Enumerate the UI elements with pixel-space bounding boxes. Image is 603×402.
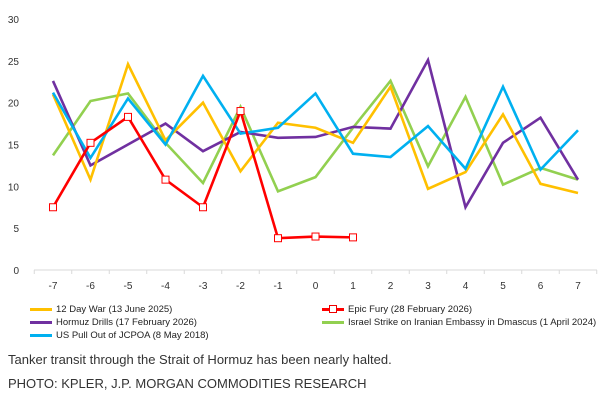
photo-credit: PHOTO: KPLER, J.P. MORGAN COMMODITIES RE… <box>8 376 367 391</box>
y-tick-label: 15 <box>8 141 20 152</box>
series-line <box>51 73 579 172</box>
data-point-marker <box>161 175 170 184</box>
x-tick-label: -5 <box>124 281 133 292</box>
series-line <box>51 107 354 240</box>
line-chart: 0 5 10 15 20 25 30 -7 -6 -5 -4 -3 -2 -1 0 1 2 3 4 5 6 7 <box>8 15 598 292</box>
x-tick-label: 0 <box>313 281 319 292</box>
data-point-marker <box>311 232 320 241</box>
x-tick-label: -1 <box>274 281 283 292</box>
image-caption: Tanker transit through the Strait of Hor… <box>8 352 392 367</box>
x-tick-label: 2 <box>388 281 394 292</box>
x-tick-label: 3 <box>425 281 431 292</box>
square-marker-icon <box>329 305 337 313</box>
legend-label: Israel Strike on Iranian Embassy in Dmas… <box>348 317 597 328</box>
x-tick-label: -3 <box>199 281 208 292</box>
x-tick-label: -6 <box>86 281 95 292</box>
x-tick-label: -7 <box>49 281 58 292</box>
x-tick-label: 5 <box>500 281 506 292</box>
legend-item-12-day-war: 12 Day War (13 June 2025) <box>30 304 172 315</box>
legend-label: Hormuz Drills (17 February 2026) <box>56 317 197 328</box>
legend-item-epic-fury: Epic Fury (28 February 2026) <box>322 304 472 315</box>
data-point-marker <box>86 138 95 147</box>
x-tick-label: -4 <box>161 281 170 292</box>
legend-swatch <box>30 334 52 337</box>
legend-item-us-pull-out: US Pull Out of JCPOA (8 May 2018) <box>30 330 209 341</box>
y-tick-label: 20 <box>8 99 20 110</box>
legend-swatch <box>322 305 344 313</box>
legend-label: US Pull Out of JCPOA (8 May 2018) <box>56 330 209 341</box>
legend-swatch <box>30 308 52 311</box>
legend-swatch <box>30 321 52 324</box>
x-tick-label: -2 <box>236 281 245 292</box>
y-tick-label: 10 <box>8 182 20 193</box>
y-tick-label: 0 <box>13 266 19 277</box>
y-tick-label: 30 <box>8 15 20 26</box>
y-tick-label: 5 <box>13 224 19 235</box>
legend-item-israel-strike: Israel Strike on Iranian Embassy in Dmas… <box>322 317 596 328</box>
series-line <box>51 56 580 211</box>
legend-item-hormuz-drills: Hormuz Drills (17 February 2026) <box>30 317 197 328</box>
x-tick-label: 1 <box>350 281 356 292</box>
data-point-marker <box>236 107 245 116</box>
data-point-marker <box>349 233 357 242</box>
series-line <box>51 78 579 194</box>
series-line <box>51 60 579 195</box>
y-tick-label: 25 <box>8 57 20 68</box>
x-tick-label: 4 <box>463 281 469 292</box>
legend-label: 12 Day War (13 June 2025) <box>56 304 173 315</box>
data-point-marker <box>49 203 57 212</box>
data-point-marker <box>199 203 207 212</box>
legend-label: Epic Fury (28 February 2026) <box>348 304 473 315</box>
legend-swatch <box>322 321 344 324</box>
data-point-marker <box>124 112 132 121</box>
x-tick-label: 6 <box>538 281 544 292</box>
x-tick-label: 7 <box>575 281 581 292</box>
data-point-marker <box>274 234 282 243</box>
